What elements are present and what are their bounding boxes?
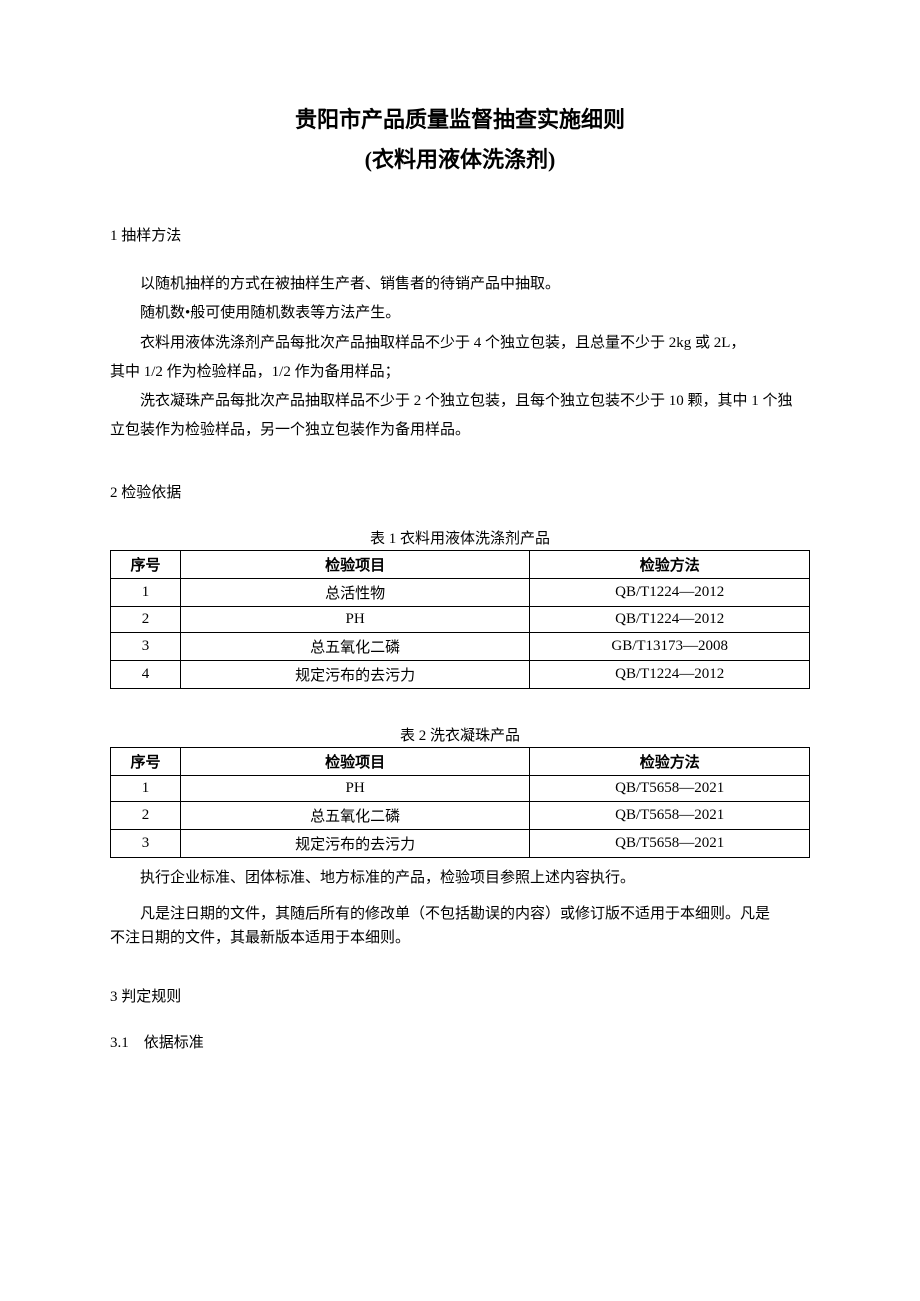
cell-item: PH — [180, 775, 530, 801]
cell-method: QB/T1224—2012 — [530, 578, 810, 606]
section-3-heading: 3 判定规则 — [110, 985, 810, 1006]
cell-item: 总五氧化二磷 — [180, 632, 530, 660]
cell-item: 总五氧化二磷 — [180, 801, 530, 829]
table-row: 序号 检验项目 检验方法 — [111, 550, 810, 578]
table-header-seq: 序号 — [111, 747, 181, 775]
table-1-caption: 表 1 衣料用液体洗涤剂产品 — [110, 527, 810, 548]
table-header-item: 检验项目 — [180, 747, 530, 775]
title-line-1: 贵阳市产品质量监督抽查实施细则 — [110, 100, 810, 140]
table-header-method: 检验方法 — [530, 550, 810, 578]
cell-seq: 1 — [111, 578, 181, 606]
section-1-para-2: 随机数•般可使用随机数表等方法产生。 — [110, 299, 810, 328]
cell-seq: 2 — [111, 801, 181, 829]
section-2-note-2a: 凡是注日期的文件，其随后所有的修改单（不包括勘误的内容）或修订版不适用于本细则。… — [110, 902, 810, 926]
section-1-para-4: 洗衣凝珠产品每批次产品抽取样品不少于 2 个独立包装，且每个独立包装不少于 10… — [110, 387, 810, 416]
section-2-note-1: 执行企业标准、团体标准、地方标准的产品，检验项目参照上述内容执行。 — [110, 866, 810, 890]
cell-method: GB/T13173—2008 — [530, 632, 810, 660]
table-2: 序号 检验项目 检验方法 1 PH QB/T5658—2021 2 总五氧化二磷… — [110, 747, 810, 858]
cell-method: QB/T1224—2012 — [530, 660, 810, 688]
cell-item: 总活性物 — [180, 578, 530, 606]
table-row: 3 总五氧化二磷 GB/T13173—2008 — [111, 632, 810, 660]
cell-seq: 2 — [111, 606, 181, 632]
cell-item: PH — [180, 606, 530, 632]
section-1-heading: 1 抽样方法 — [110, 224, 810, 245]
cell-method: QB/T1224—2012 — [530, 606, 810, 632]
section-1-para-4b: 立包装作为检验样品，另一个独立包装作为备用样品。 — [110, 416, 810, 445]
table-row: 1 PH QB/T5658—2021 — [111, 775, 810, 801]
section-1-para-1: 以随机抽样的方式在被抽样生产者、销售者的待销产品中抽取。 — [110, 270, 810, 299]
table-row: 4 规定污布的去污力 QB/T1224—2012 — [111, 660, 810, 688]
table-1: 序号 检验项目 检验方法 1 总活性物 QB/T1224—2012 2 PH Q… — [110, 550, 810, 689]
section-2-heading: 2 检验依据 — [110, 481, 810, 502]
cell-method: QB/T5658—2021 — [530, 829, 810, 857]
section-3-sub-1: 3.1 依据标准 — [110, 1031, 810, 1052]
document-title-block: 贵阳市产品质量监督抽查实施细则 (衣料用液体洗涤剂) — [110, 100, 810, 179]
cell-method: QB/T5658—2021 — [530, 775, 810, 801]
notes-block: 执行企业标准、团体标准、地方标准的产品，检验项目参照上述内容执行。 凡是注日期的… — [110, 866, 810, 950]
section-1-para-3b: 其中 1/2 作为检验样品，1/2 作为备用样品； — [110, 358, 810, 387]
cell-seq: 3 — [111, 632, 181, 660]
table-row: 2 PH QB/T1224—2012 — [111, 606, 810, 632]
table-2-caption: 表 2 洗衣凝珠产品 — [110, 724, 810, 745]
cell-seq: 4 — [111, 660, 181, 688]
table-row: 序号 检验项目 检验方法 — [111, 747, 810, 775]
cell-seq: 3 — [111, 829, 181, 857]
table-row: 3 规定污布的去污力 QB/T5658—2021 — [111, 829, 810, 857]
table-header-item: 检验项目 — [180, 550, 530, 578]
table-header-method: 检验方法 — [530, 747, 810, 775]
cell-seq: 1 — [111, 775, 181, 801]
cell-method: QB/T5658—2021 — [530, 801, 810, 829]
section-1-para-3: 衣料用液体洗涤剂产品每批次产品抽取样品不少于 4 个独立包装，且总量不少于 2k… — [110, 329, 810, 358]
title-line-2: (衣料用液体洗涤剂) — [110, 140, 810, 180]
cell-item: 规定污布的去污力 — [180, 829, 530, 857]
table-row: 2 总五氧化二磷 QB/T5658—2021 — [111, 801, 810, 829]
table-header-seq: 序号 — [111, 550, 181, 578]
section-2-note-2b: 不注日期的文件，其最新版本适用于本细则。 — [110, 926, 810, 950]
cell-item: 规定污布的去污力 — [180, 660, 530, 688]
table-row: 1 总活性物 QB/T1224—2012 — [111, 578, 810, 606]
